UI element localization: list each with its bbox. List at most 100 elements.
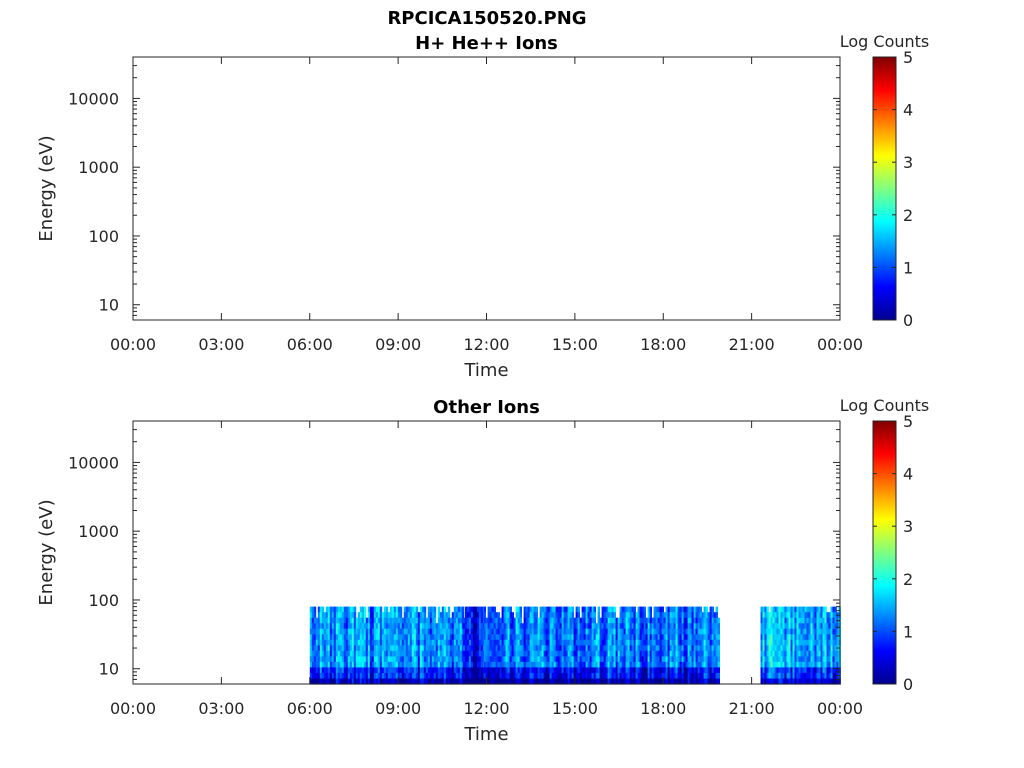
heatmap-cell (625, 650, 628, 657)
heatmap-cell (347, 639, 351, 646)
heatmap-cell (385, 606, 389, 613)
heatmap-cell (565, 667, 568, 674)
heatmap-cell (792, 656, 795, 663)
heatmap-cell (627, 656, 630, 663)
heatmap-cell (683, 661, 686, 668)
heatmap-cell (629, 639, 632, 646)
heatmap-cell (357, 667, 361, 674)
heatmap-cell (333, 606, 337, 613)
heatmap-cell (461, 606, 465, 613)
heatmap-cell (834, 634, 837, 641)
heatmap-cell (421, 617, 425, 624)
heatmap-cell (689, 678, 692, 685)
heatmap-cell (693, 667, 696, 674)
heatmap-cell (365, 617, 369, 624)
heatmap-cell (605, 628, 608, 635)
heatmap-cell (331, 628, 335, 635)
heatmap-cell (309, 634, 313, 641)
heatmap-cell (697, 634, 700, 641)
heatmap-cell (667, 628, 670, 635)
heatmap-cell (363, 667, 367, 674)
heatmap-cell (762, 650, 765, 657)
heatmap-cell (830, 656, 833, 663)
heatmap-cell (661, 661, 664, 668)
heatmap-cell (361, 606, 365, 613)
heatmap-cell (788, 623, 791, 630)
heatmap-cell (583, 678, 586, 685)
heatmap-cell (776, 678, 779, 685)
heatmap-cell (309, 656, 313, 663)
heatmap-cell (557, 645, 560, 652)
heatmap-cell (413, 672, 417, 679)
heatmap-cell (371, 667, 375, 674)
heatmap-cell (663, 656, 666, 663)
heatmap-cell (423, 634, 427, 641)
heatmap-cell (341, 667, 345, 674)
heatmap-cell (443, 634, 447, 641)
heatmap-cell (529, 628, 532, 635)
heatmap-cell (772, 667, 775, 674)
heatmap-cell (565, 628, 568, 635)
heatmap-cell (495, 612, 498, 619)
heatmap-cell (319, 612, 323, 619)
heatmap-cell (381, 672, 385, 679)
heatmap-cell (635, 650, 638, 657)
heatmap-cell (337, 650, 341, 657)
heatmap-cell (447, 645, 451, 652)
heatmap-cell (429, 612, 433, 619)
heatmap-cell (537, 678, 540, 685)
heatmap-cell (605, 678, 608, 685)
heatmap-cell (365, 650, 369, 657)
heatmap-cell (557, 623, 560, 630)
heatmap-cell (435, 678, 439, 685)
heatmap-cell (443, 612, 447, 619)
heatmap-cell (371, 650, 375, 657)
heatmap-cell (715, 656, 718, 663)
heatmap-cell (483, 634, 486, 641)
heatmap-cell (575, 672, 578, 679)
heatmap-cell (417, 617, 421, 624)
heatmap-cell (357, 645, 361, 652)
heatmap-cell (571, 639, 574, 646)
heatmap-cell (571, 612, 574, 619)
heatmap-cell (707, 617, 710, 624)
heatmap-cell (631, 645, 634, 652)
heatmap-cell (359, 661, 363, 668)
heatmap-cell (764, 639, 767, 646)
heatmap-cell (657, 606, 660, 613)
heatmap-cell (521, 650, 524, 657)
heatmap-cell (503, 645, 506, 652)
heatmap-cell (623, 645, 626, 652)
heatmap-cell (830, 634, 833, 641)
heatmap-cell (649, 656, 652, 663)
heatmap-cell (493, 667, 496, 674)
heatmap-cell (790, 645, 793, 652)
heatmap-cell (649, 623, 652, 630)
heatmap-cell (824, 656, 827, 663)
heatmap-cell (525, 656, 528, 663)
heatmap-cell (808, 606, 811, 613)
heatmap-cell (766, 645, 769, 652)
heatmap-cell (605, 661, 608, 668)
heatmap-cell (553, 650, 556, 657)
heatmap-cell (483, 678, 486, 685)
heatmap-cell (802, 623, 805, 630)
heatmap-cell (539, 645, 542, 652)
heatmap-cell (527, 628, 530, 635)
heatmap-cell (619, 639, 622, 646)
heatmap-cell (329, 650, 333, 657)
heatmap-cell (780, 667, 783, 674)
heatmap-cell (457, 667, 461, 674)
heatmap-cell (367, 667, 371, 674)
heatmap-cell (820, 645, 823, 652)
heatmap-cell (523, 645, 526, 652)
heatmap-cell (703, 617, 706, 624)
heatmap-cell (567, 661, 570, 668)
heatmap-cell (393, 656, 397, 663)
heatmap-cell (812, 650, 815, 657)
heatmap-cell (766, 623, 769, 630)
heatmap-cell (335, 661, 339, 668)
heatmap-cell (553, 645, 556, 652)
heatmap-cell (595, 678, 598, 685)
heatmap-cell (655, 639, 658, 646)
